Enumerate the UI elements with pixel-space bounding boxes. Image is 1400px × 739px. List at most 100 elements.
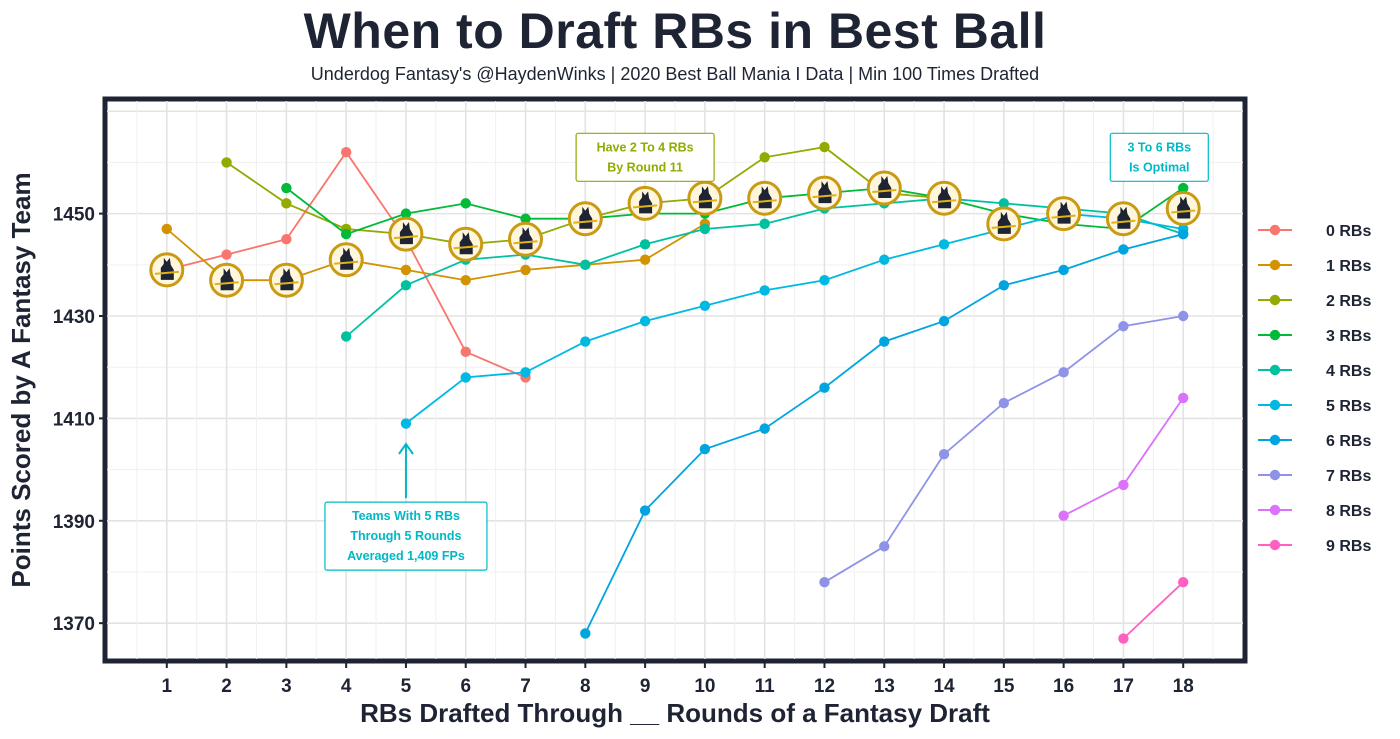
data-point <box>340 331 352 342</box>
logo-marker <box>1046 196 1082 232</box>
logo-marker <box>687 180 723 216</box>
y-tick-label: 1370 <box>53 614 95 635</box>
annotation-1: 3 To 6 RBs Is Optimal <box>1109 132 1209 182</box>
data-point <box>161 223 172 235</box>
data-point <box>1118 633 1129 644</box>
data-point <box>639 505 651 516</box>
logo-marker <box>866 170 902 206</box>
logo-marker <box>508 221 543 257</box>
y-tick-label: 1390 <box>53 512 95 533</box>
legend-item: 1 RBs <box>1258 258 1371 275</box>
legend-label: 5 RBs <box>1326 398 1371 415</box>
data-point <box>819 141 830 153</box>
data-point <box>819 382 830 393</box>
legend-swatch-dot <box>1269 434 1281 446</box>
legend-label: 6 RBs <box>1326 433 1371 450</box>
annotation-box <box>1109 132 1209 182</box>
annotation-line: Teams With 5 RBs <box>352 509 460 523</box>
legend-label: 0 RBs <box>1326 223 1371 240</box>
x-tick-label: 18 <box>1173 676 1194 697</box>
data-point <box>1178 577 1189 588</box>
legend-label: 2 RBs <box>1326 293 1371 310</box>
data-point <box>400 280 412 291</box>
data-point <box>938 315 950 327</box>
x-tick-label: 17 <box>1113 676 1134 697</box>
y-axis-ticks: 1370 1390 1410 1430 1450 <box>53 205 105 635</box>
logo-marker <box>328 242 364 278</box>
x-tick-label: 2 <box>221 676 232 697</box>
data-point <box>1178 182 1189 194</box>
data-point <box>580 259 591 271</box>
series-7 <box>819 310 1189 588</box>
data-point <box>580 628 591 639</box>
data-point <box>281 234 292 245</box>
annotation-line: Have 2 To 4 RBs <box>597 140 694 154</box>
x-tick-label: 1 <box>162 676 173 697</box>
legend-item: 6 RBs <box>1258 433 1371 450</box>
data-point <box>460 198 471 209</box>
x-tick-label: 14 <box>933 676 955 697</box>
data-point <box>460 372 471 383</box>
data-point <box>340 146 352 158</box>
x-axis-label: RBs Drafted Through __ Rounds of a Fanta… <box>360 698 990 728</box>
x-tick-label: 13 <box>874 676 895 697</box>
series-line <box>1122 581 1184 640</box>
series-line <box>285 187 1184 236</box>
data-point <box>759 218 770 230</box>
logo-marker <box>1165 191 1201 226</box>
legend-item: 2 RBs <box>1258 293 1371 310</box>
series-9 <box>1118 577 1189 644</box>
legend-swatch-dot <box>1269 294 1281 306</box>
data-point <box>1058 367 1069 378</box>
x-tick-label: 9 <box>640 676 651 697</box>
data-point <box>221 249 232 260</box>
annotation-box <box>324 501 488 571</box>
legend-item: 4 RBs <box>1258 363 1371 380</box>
logo-marker <box>209 262 245 298</box>
x-tick-label: 16 <box>1053 676 1074 697</box>
logo-marker <box>388 216 424 252</box>
logo-marker <box>926 180 962 216</box>
data-point <box>1118 321 1129 332</box>
x-tick-label: 5 <box>401 676 412 697</box>
x-tick-label: 15 <box>993 676 1015 697</box>
data-point <box>639 315 651 327</box>
data-point <box>879 336 890 347</box>
data-point <box>400 208 412 219</box>
legend-swatch-dot <box>1269 399 1281 411</box>
legend-label: 1 RBs <box>1326 258 1371 275</box>
data-point <box>520 367 531 378</box>
data-point <box>639 254 651 265</box>
y-tick-label: 1450 <box>53 205 95 226</box>
data-point <box>400 264 412 276</box>
annotation-line: 3 To 6 RBs <box>1127 140 1191 154</box>
chart-subtitle: Underdog Fantasy's @HaydenWinks | 2020 B… <box>310 64 1040 84</box>
x-tick-label: 4 <box>341 676 352 697</box>
data-point <box>460 274 471 286</box>
legend: 0 RBs 1 RBs 2 RBs 3 RBs 4 RBs 5 RBs 6 RBs 7 RBs… <box>1258 223 1371 555</box>
legend-swatch-dot <box>1269 224 1281 236</box>
data-point <box>1058 264 1069 276</box>
data-point <box>400 418 412 429</box>
legend-label: 8 RBs <box>1326 503 1371 520</box>
data-point <box>460 346 471 358</box>
legend-label: 3 RBs <box>1326 328 1371 345</box>
x-axis-ticks: 1 2 3 4 5 6 7 8 9 10 11 12 13 14 15 16 17 18 <box>162 661 1194 697</box>
data-point <box>759 285 770 296</box>
x-tick-label: 7 <box>520 676 531 697</box>
y-axis-label: Points Scored by A Fantasy Team <box>6 172 36 587</box>
data-point <box>938 449 950 460</box>
legend-item: 8 RBs <box>1258 503 1371 520</box>
legend-swatch-dot <box>1269 364 1281 376</box>
legend-swatch-dot <box>1269 539 1281 551</box>
legend-label: 4 RBs <box>1326 363 1371 380</box>
data-point <box>1178 310 1189 322</box>
logo-marker <box>627 185 663 221</box>
legend-swatch-dot <box>1269 259 1281 271</box>
annotation-line: Is Optimal <box>1129 160 1189 174</box>
logo-marker <box>448 226 484 262</box>
data-point <box>879 541 890 552</box>
legend-item: 0 RBs <box>1258 223 1371 240</box>
legend-swatch-dot <box>1269 329 1281 341</box>
